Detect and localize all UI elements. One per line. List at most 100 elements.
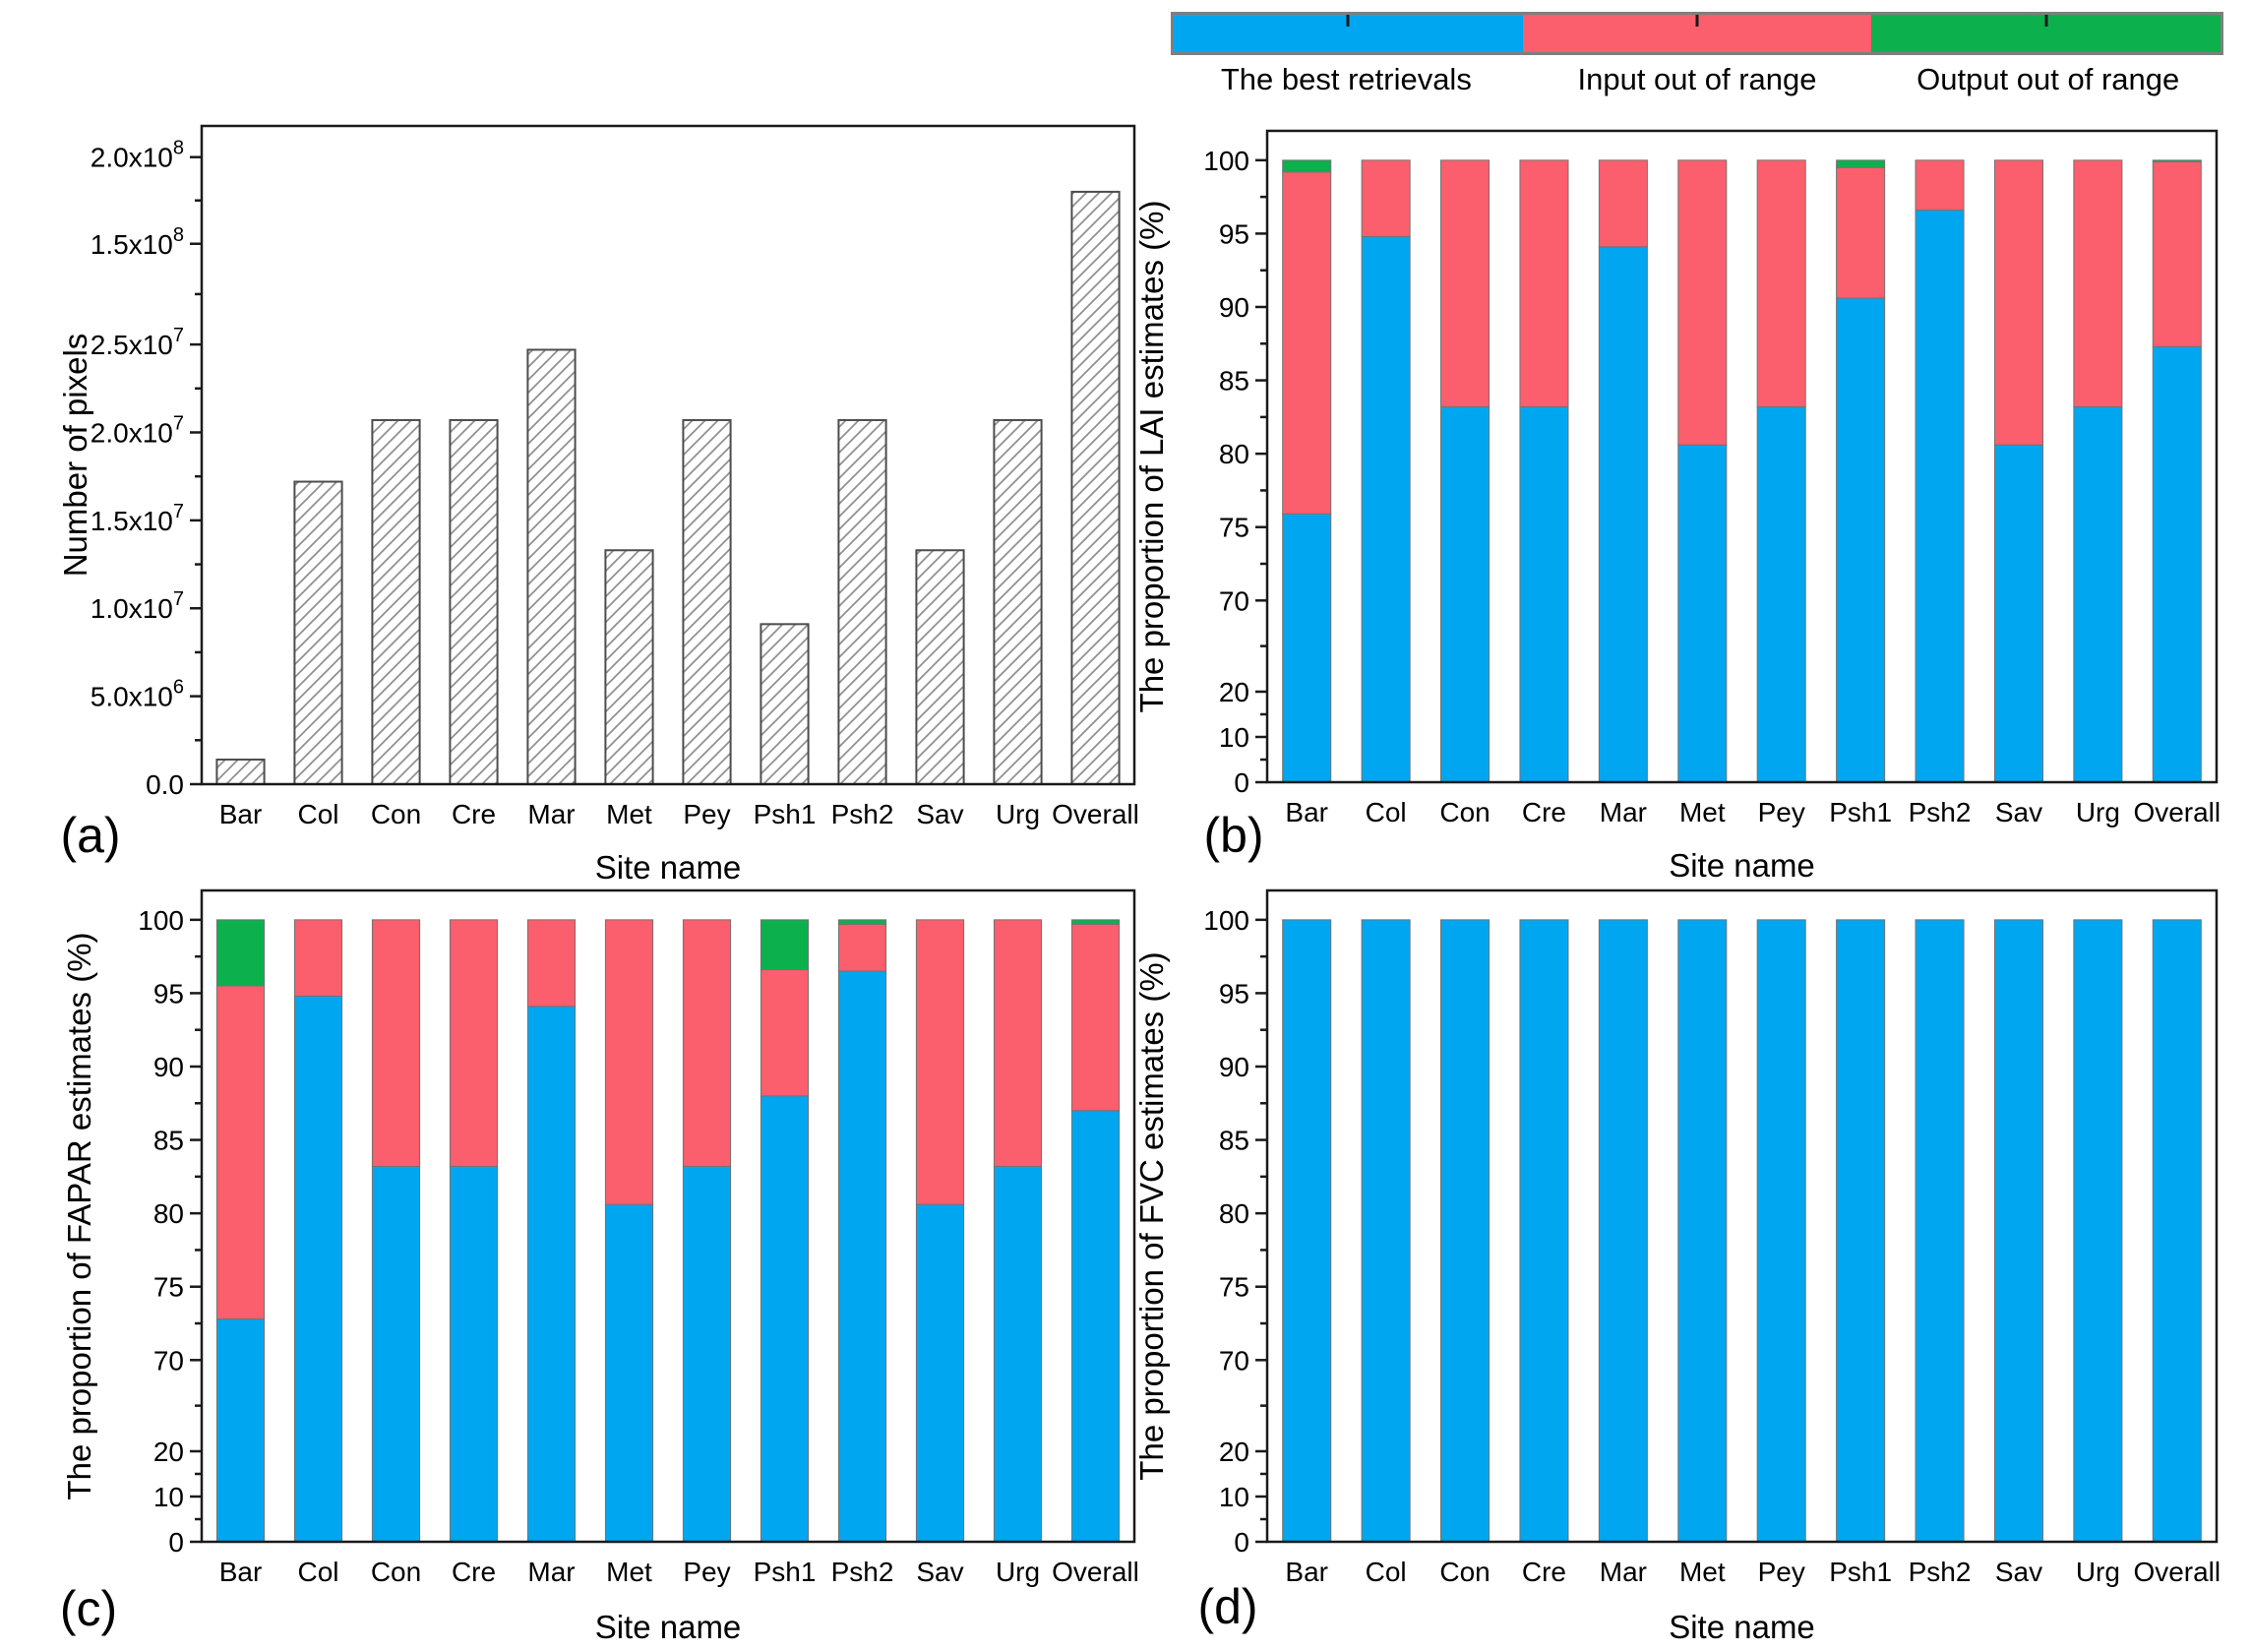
panel-b-xtick-Mar: Mar	[1600, 797, 1647, 827]
panel-c-xtick-Sav: Sav	[916, 1557, 963, 1587]
bar-c-Overall-input_oor	[1070, 923, 1121, 1112]
legend: The best retrievals Input out of range O…	[1171, 12, 2223, 97]
bar-c-Urg-best	[993, 1165, 1043, 1543]
panel-b-ytick-70: 70	[1219, 585, 1249, 616]
panel-d-xtick-Pey: Pey	[1758, 1557, 1805, 1587]
bar-c-Overall-best	[1070, 1110, 1121, 1543]
panel-c-ylabel: The proportion of FAPAR estimates (%)	[61, 932, 97, 1499]
bar-b-Psh2-best	[1915, 210, 1965, 783]
legend-labels: The best retrievals Input out of range O…	[1171, 62, 2223, 97]
panel-a-xlabel: Site name	[595, 849, 742, 886]
panel-c-label: (c)	[60, 1581, 117, 1636]
bar-c-Pey-best	[682, 1165, 732, 1543]
bar-d-Sav-best	[1993, 919, 2043, 1543]
panel-c-xtick-Met: Met	[606, 1557, 652, 1587]
panel-c-ytick-85: 85	[153, 1126, 184, 1156]
bar-c-Psh2-input_oor	[837, 923, 887, 972]
bar-c-Con-best	[371, 1165, 421, 1543]
panel-a-xtick-Col: Col	[297, 799, 338, 829]
bar-c-Urg-input_oor	[993, 919, 1043, 1167]
bar-a-Bar	[215, 758, 266, 786]
panel-c-ytick-90: 90	[153, 1052, 184, 1082]
panel-c-ytick-70: 70	[153, 1345, 184, 1376]
bar-c-Met-input_oor	[604, 919, 654, 1205]
panel-d: 0 10 20 70 75 80 85 90 95 100 Bar Col Con Cre Mar Met Pe…	[1133, 888, 2221, 1645]
bar-c-Cre-input_oor	[449, 919, 499, 1167]
panel-c-xtick-Cre: Cre	[452, 1557, 496, 1587]
panel-a-border	[200, 124, 1136, 786]
bar-b-Pey-input_oor	[1756, 159, 1806, 407]
panel-c-xlabel: Site name	[595, 1609, 742, 1645]
panel-a-x-axis: Bar Col Con Cre Mar Met Pey Psh1 Psh2 Sav Urg Overa…	[219, 799, 1139, 829]
panel-a-ytick-15000000: 1.5x107	[91, 501, 184, 536]
panel-a-xtick-Mar: Mar	[527, 799, 575, 829]
panel-c-ytick-20: 20	[153, 1437, 184, 1467]
bar-b-Urg-input_oor	[2073, 159, 2123, 407]
bar-b-Sav-input_oor	[1993, 159, 2043, 446]
bar-b-Psh1-output_oor	[1836, 159, 1886, 168]
panel-b-xtick-Psh1: Psh1	[1829, 797, 1892, 827]
panel-c-ytick-80: 80	[153, 1198, 184, 1229]
panel-c-xtick-Overall: Overall	[1052, 1557, 1139, 1587]
panel-a: 0.0 5.0x106 1.0x107 1.5x107 2.0x107 2.5x107 1.…	[57, 124, 1139, 886]
panel-d-ytick-100: 100	[1203, 905, 1249, 936]
panel-b-x-axis: Bar Col Con Cre Mar Met Pey Psh1 Psh2 Sav Urg Overa…	[1285, 797, 2221, 827]
bar-c-Sav-best	[915, 1203, 965, 1543]
panel-d-xtick-Cre: Cre	[1522, 1557, 1566, 1587]
panel-d-ytick-90: 90	[1219, 1052, 1249, 1082]
panel-d-xtick-Col: Col	[1366, 1557, 1407, 1587]
bar-b-Psh2-input_oor	[1915, 159, 1965, 212]
legend-swatch-input-out-of-range	[1522, 15, 1872, 52]
bar-a-Urg	[993, 418, 1043, 785]
panel-d-ytick-80: 80	[1219, 1198, 1249, 1229]
panel-d-xtick-Met: Met	[1679, 1557, 1726, 1587]
panel-c-ytick-0: 0	[168, 1527, 184, 1558]
panel-b-ytick-90: 90	[1219, 292, 1249, 323]
panel-c-xtick-Bar: Bar	[219, 1557, 263, 1587]
panel-d-ytick-95: 95	[1219, 978, 1249, 1009]
panel-b-label: (b)	[1203, 808, 1263, 863]
panel-a-ytick-200000000: 2.0x108	[91, 138, 184, 173]
legend-label-input-out-of-range: Input out of range	[1577, 62, 1817, 96]
panel-d-border	[1265, 888, 2219, 1544]
bar-c-Col-best	[293, 995, 343, 1543]
panel-b-xtick-Psh2: Psh2	[1909, 797, 1972, 827]
legend-label-best-retrievals: The best retrievals	[1220, 62, 1472, 96]
panel-a-bars	[215, 190, 1121, 786]
panel-d-xtick-Psh1: Psh1	[1829, 1557, 1892, 1587]
panel-c-ytick-10: 10	[153, 1482, 184, 1512]
bar-d-Overall-best	[2152, 919, 2202, 1543]
bar-b-Pey-best	[1756, 405, 1806, 783]
bar-d-Urg-best	[2073, 919, 2123, 1543]
panel-a-xtick-Psh2: Psh2	[831, 799, 894, 829]
panel-a-label: (a)	[60, 808, 120, 863]
panel-d-ytick-85: 85	[1219, 1126, 1249, 1156]
bar-c-Bar-best	[215, 1318, 266, 1543]
panel-b-border	[1265, 129, 2219, 784]
panel-a-xtick-Cre: Cre	[452, 799, 496, 829]
bar-c-Bar-output_oor	[215, 919, 266, 987]
bar-a-Psh2	[837, 418, 887, 785]
panel-b-ytick-100: 100	[1203, 146, 1249, 176]
panel-a-y-axis: 0.0 5.0x106 1.0x107 1.5x107 2.0x107 2.5x107 1.…	[91, 138, 202, 800]
bar-b-Met-best	[1677, 444, 1728, 783]
panel-a-ytick-150000000: 1.5x108	[91, 224, 184, 260]
bar-c-Psh1-output_oor	[760, 919, 810, 971]
bar-c-Sav-input_oor	[915, 919, 965, 1205]
bar-b-Psh1-input_oor	[1836, 166, 1886, 299]
bar-b-Col-best	[1361, 235, 1411, 783]
legend-swatch-output-out-of-range	[1871, 15, 2221, 52]
panel-a-xtick-Sav: Sav	[916, 799, 963, 829]
bar-b-Bar-input_oor	[1282, 171, 1332, 515]
bar-a-Con	[371, 418, 421, 785]
bar-b-Urg-best	[2073, 405, 2123, 783]
panel-c-xtick-Con: Con	[371, 1557, 421, 1587]
bar-c-Psh2-output_oor	[837, 919, 887, 925]
bar-d-Mar-best	[1598, 919, 1648, 1543]
bar-c-Mar-input_oor	[526, 919, 577, 1008]
bar-d-Pey-best	[1756, 919, 1806, 1543]
panel-c-xtick-Urg: Urg	[996, 1557, 1040, 1587]
panel-c-ytick-100: 100	[138, 905, 184, 936]
panel-c-x-axis: Bar Col Con Cre Mar Met Pey Psh1 Psh2 Sav Urg Overa…	[219, 1557, 1139, 1587]
